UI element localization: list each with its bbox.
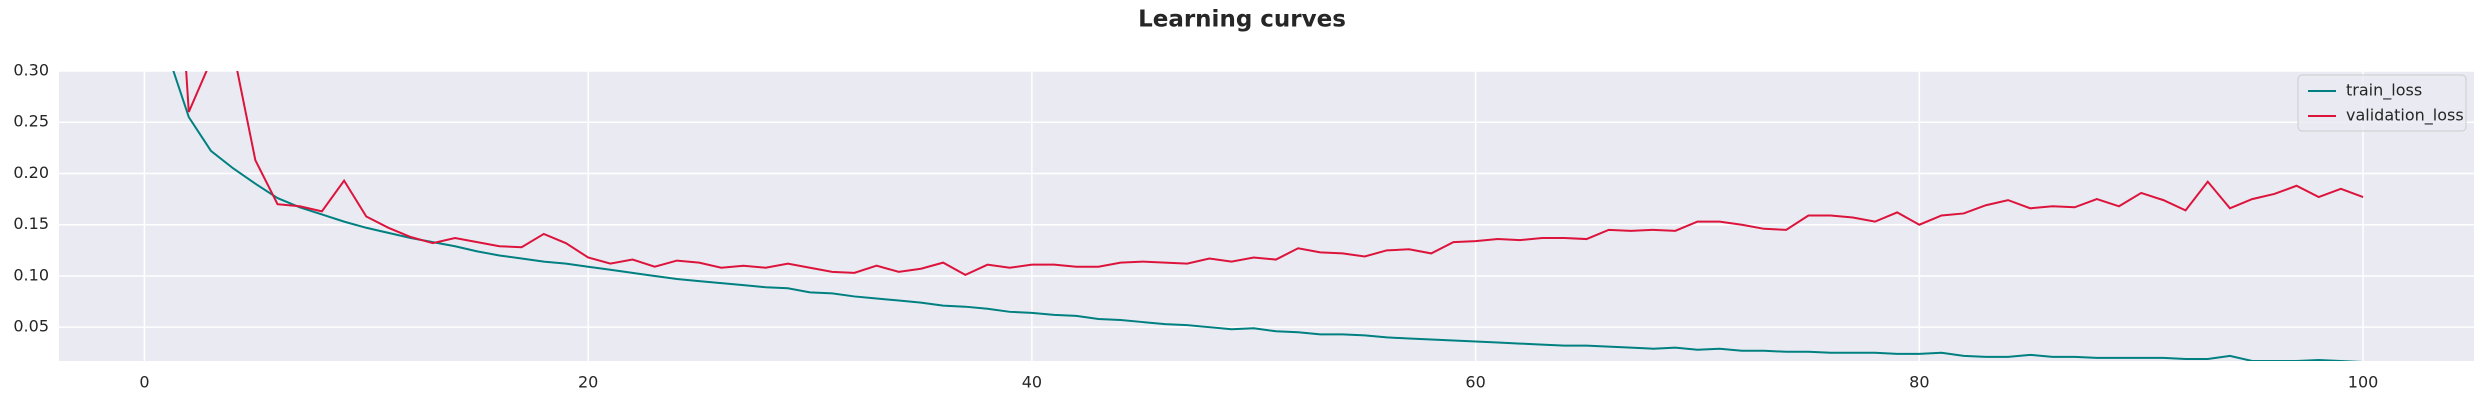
y-tick-label: 0.30 [13, 61, 49, 80]
x-tick-label: 20 [578, 373, 598, 392]
y-tick-label: 0.20 [13, 163, 49, 182]
y-tick-label: 0.05 [13, 317, 49, 336]
legend-box [2297, 74, 2467, 132]
plot-area [59, 71, 2474, 361]
x-tick-label: 80 [1909, 373, 1929, 392]
y-tick-label: 0.15 [13, 214, 49, 233]
x-tick-label: 0 [139, 373, 149, 392]
x-tick-label: 100 [2348, 373, 2379, 392]
legend-label: train_loss [2346, 81, 2422, 101]
x-tick-label: 60 [1465, 373, 1485, 392]
plot-lines [172, 71, 2364, 361]
line-series [172, 71, 2363, 361]
chart-title: Learning curves [1138, 7, 1346, 33]
y-tick-label: 0.10 [13, 265, 49, 284]
legend-label: validation_loss [2346, 106, 2464, 126]
x-tick-label: 40 [1022, 373, 1042, 392]
y-tick-label: 0.25 [13, 112, 49, 131]
line-series [185, 71, 2364, 277]
